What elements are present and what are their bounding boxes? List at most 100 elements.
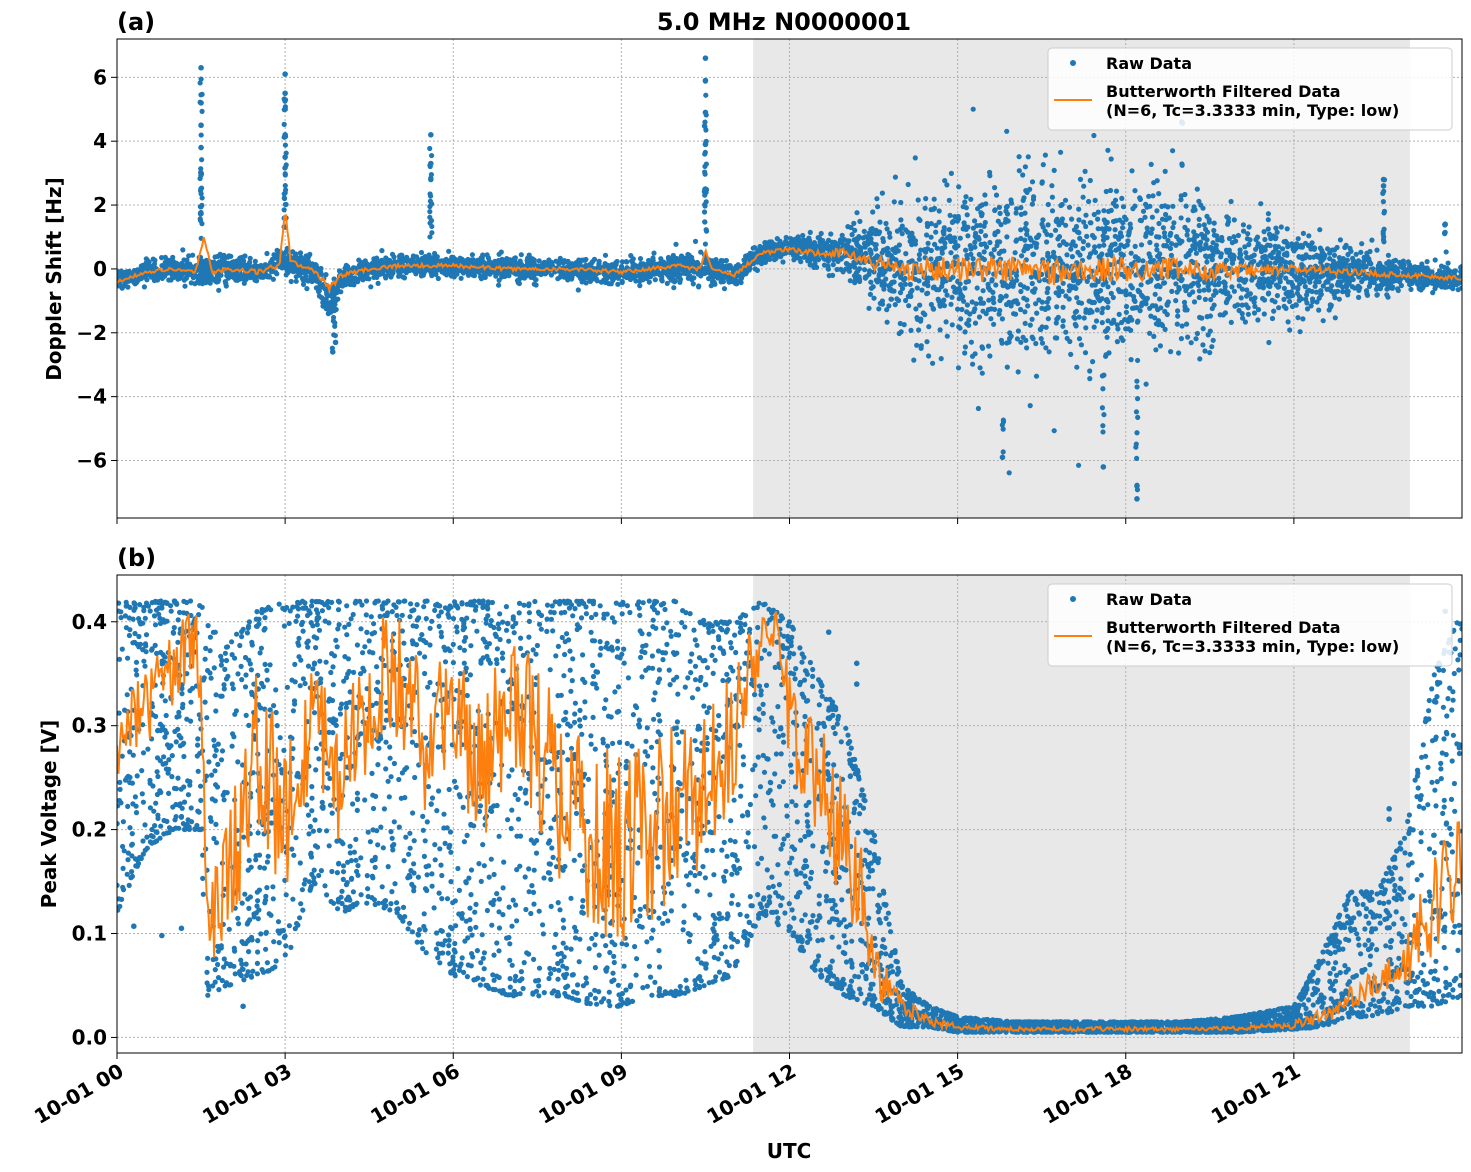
raw-point [166, 277, 172, 283]
raw-point [958, 316, 964, 322]
raw-point [920, 310, 926, 316]
raw-point [1077, 235, 1083, 241]
raw-point [1004, 234, 1010, 240]
raw-point [1101, 242, 1107, 248]
raw-point [966, 322, 972, 328]
raw-point [556, 261, 562, 267]
raw-point [1267, 260, 1273, 266]
raw-point [1025, 303, 1031, 309]
raw-point [1386, 263, 1392, 269]
raw-point [977, 203, 984, 209]
raw-point [1036, 297, 1042, 303]
raw-point [1243, 250, 1249, 256]
raw-point [1349, 284, 1355, 290]
raw-point [874, 196, 880, 202]
raw-point [1430, 290, 1436, 296]
raw-point [1246, 242, 1252, 248]
raw-point [458, 275, 464, 281]
raw-point [901, 322, 907, 328]
raw-point [324, 289, 330, 295]
raw-point [1185, 334, 1191, 340]
raw-point [946, 197, 952, 203]
raw-point [1416, 285, 1422, 291]
raw-point [1018, 235, 1024, 242]
raw-point [1268, 252, 1274, 258]
raw-point [993, 282, 999, 288]
raw-point [801, 254, 807, 260]
raw-point [972, 218, 978, 224]
raw-point [1250, 275, 1256, 281]
raw-point [1199, 315, 1205, 321]
raw-point [964, 252, 970, 258]
raw-point [183, 275, 189, 281]
raw-point [941, 303, 948, 309]
raw-point [1156, 220, 1162, 227]
raw-point [299, 276, 306, 282]
raw-point [1265, 211, 1271, 217]
raw-point [1046, 254, 1052, 260]
raw-point [710, 275, 716, 281]
raw-point [1088, 220, 1094, 226]
raw-point [400, 274, 406, 280]
raw-point [949, 219, 956, 225]
raw-point [955, 306, 961, 312]
raw-point [170, 254, 176, 260]
raw-point [1112, 197, 1119, 203]
raw-point [1441, 269, 1447, 275]
raw-point [125, 284, 131, 290]
raw-point [361, 276, 367, 282]
raw-point [1171, 220, 1177, 226]
raw-point [1147, 239, 1153, 246]
raw-point [866, 233, 872, 239]
raw-point [983, 244, 990, 250]
raw-point [1023, 188, 1029, 194]
raw-point [1268, 236, 1274, 242]
raw-point [1116, 311, 1122, 317]
raw-point [950, 274, 956, 280]
raw-point [615, 275, 621, 281]
raw-point [1091, 324, 1097, 330]
raw-point [987, 287, 993, 293]
raw-point [1245, 311, 1251, 317]
raw-point [1209, 344, 1215, 350]
raw-point [1052, 227, 1059, 233]
raw-point [1132, 188, 1138, 194]
raw-point [1185, 217, 1191, 223]
raw-point [1361, 254, 1367, 260]
raw-point [1175, 308, 1181, 314]
raw-point [665, 260, 671, 266]
raw-point [1218, 251, 1224, 257]
raw-point [980, 300, 987, 306]
raw-point [1039, 340, 1046, 346]
raw-point [1154, 208, 1160, 214]
raw-point [1049, 208, 1056, 214]
raw-point [1168, 349, 1174, 355]
raw-point [1194, 330, 1200, 337]
raw-point [1244, 293, 1250, 299]
raw-point [483, 272, 489, 278]
raw-point [944, 182, 950, 188]
raw-point [1276, 305, 1282, 311]
raw-point [1068, 242, 1075, 248]
raw-point [1110, 294, 1116, 301]
raw-point [1037, 326, 1043, 332]
raw-point [216, 287, 222, 293]
raw-point [1105, 318, 1111, 324]
raw-point [1337, 274, 1343, 280]
raw-point [1302, 284, 1308, 290]
raw-point [1069, 254, 1075, 260]
raw-point [1003, 293, 1009, 299]
raw-point [858, 245, 864, 251]
raw-point [264, 250, 270, 257]
raw-point [1281, 296, 1287, 302]
raw-point [918, 247, 924, 253]
raw-point [325, 310, 332, 316]
raw-point [1119, 195, 1125, 201]
raw-point [1039, 180, 1045, 186]
raw-point [1075, 280, 1081, 286]
raw-point [1084, 233, 1090, 239]
raw-point [702, 260, 708, 266]
raw-point [1099, 296, 1105, 302]
raw-point [1385, 252, 1391, 258]
